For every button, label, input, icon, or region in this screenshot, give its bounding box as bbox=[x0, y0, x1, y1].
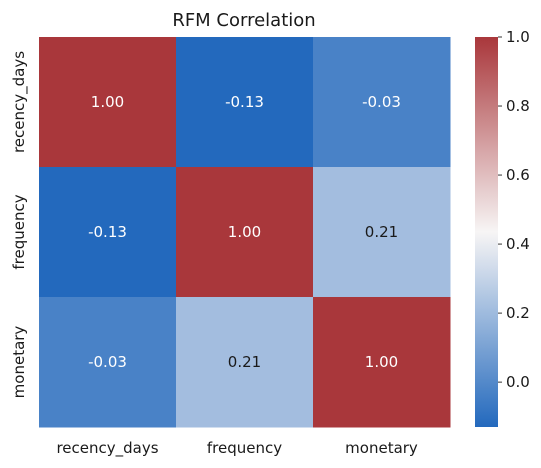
heatmap-cell bbox=[176, 37, 314, 168]
heatmap-cell bbox=[39, 167, 177, 298]
cell-value-label: 1.00 bbox=[228, 223, 261, 241]
heatmap-cell bbox=[176, 167, 314, 298]
cell-value-label: 1.00 bbox=[365, 353, 398, 371]
heatmap-cell bbox=[176, 297, 314, 428]
colorbar-tick-label: 0.8 bbox=[506, 97, 530, 115]
y-tick-label: monetary bbox=[10, 326, 28, 399]
heatmap-cell bbox=[313, 297, 451, 428]
cell-value-label: 0.21 bbox=[365, 223, 398, 241]
heatmap-cell bbox=[39, 297, 177, 428]
cell-value-label: -0.13 bbox=[88, 223, 127, 241]
heatmap-cell bbox=[39, 37, 177, 168]
y-tick-labels: recency_days frequency monetary bbox=[10, 51, 29, 399]
cell-value-label: 0.21 bbox=[228, 353, 261, 371]
heatmap-cell bbox=[313, 37, 451, 168]
colorbar-tick-label: 0.2 bbox=[506, 304, 530, 322]
cell-value-label: -0.13 bbox=[225, 93, 264, 111]
cell-value-label: 1.00 bbox=[91, 93, 124, 111]
x-tick-label: frequency bbox=[207, 439, 282, 457]
y-tick-label: frequency bbox=[10, 194, 28, 269]
colorbar-tick-label: 0.4 bbox=[506, 235, 530, 253]
colorbar bbox=[475, 37, 498, 427]
colorbar-tick-label: 0.6 bbox=[506, 166, 530, 184]
colorbar-tick-label: 1.0 bbox=[506, 28, 530, 46]
heatmap-cells: 1.00 -0.13 -0.03 -0.13 1.00 0.21 -0.03 0.21 1.00 bbox=[39, 37, 451, 428]
chart-title: RFM Correlation bbox=[172, 10, 315, 31]
cell-value-label: -0.03 bbox=[362, 93, 401, 111]
colorbar-ticks: 0.0 0.2 0.4 0.6 0.8 1.0 bbox=[498, 28, 530, 391]
cell-value-label: -0.03 bbox=[88, 353, 127, 371]
y-tick-label: recency_days bbox=[10, 51, 29, 153]
x-tick-label: recency_days bbox=[56, 439, 158, 458]
x-tick-labels: recency_days frequency monetary bbox=[56, 439, 417, 458]
x-tick-label: monetary bbox=[345, 439, 418, 457]
colorbar-tick-label: 0.0 bbox=[506, 373, 530, 391]
heatmap-cell bbox=[313, 167, 451, 298]
